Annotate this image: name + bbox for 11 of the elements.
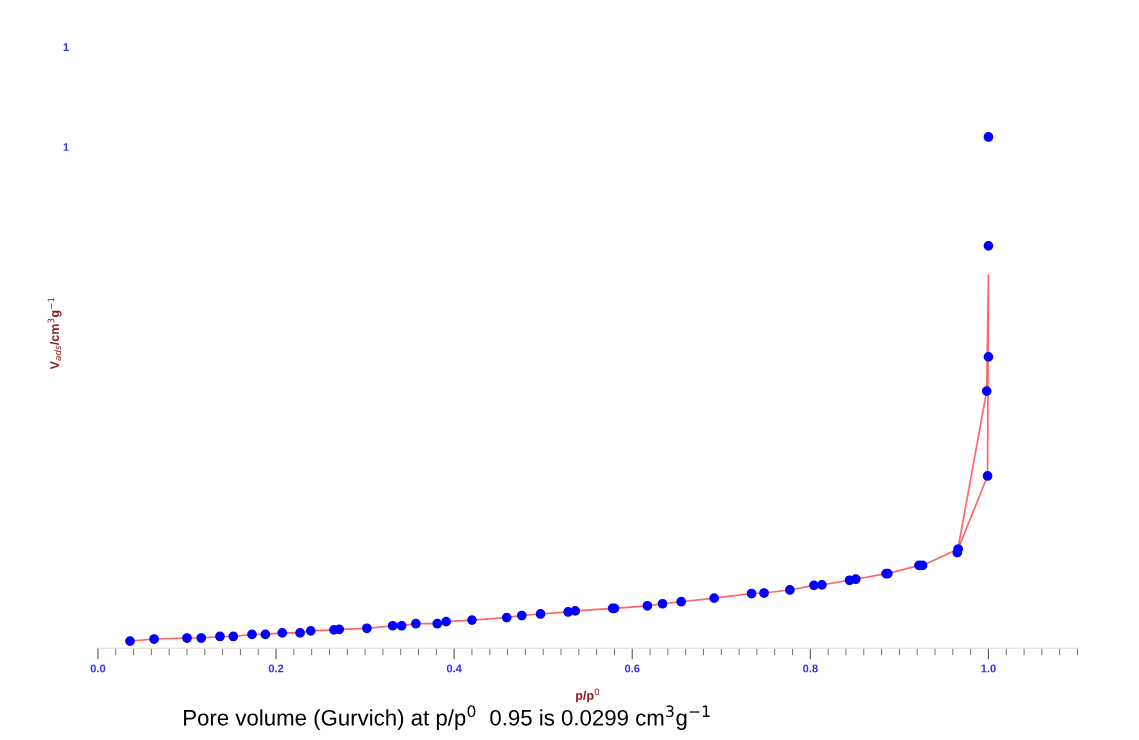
x-tick-label: 0.6 <box>624 664 640 673</box>
x-tick-label: 0.2 <box>268 664 284 673</box>
y-axis-title: V$_{ads}$/cm$^{3}$g$^{−1}$ <box>47 297 62 370</box>
text: Pore volume (Gurvich) at p/p$^{0}$ 0.95 is 0.0299 cm$^{3}$g$^{−1}$ <box>184 705 710 731</box>
x-tick-label: 0.8 <box>803 664 818 673</box>
x-tick-label: 0.4 <box>446 664 462 673</box>
x-tick-label: 0.0 <box>90 664 106 673</box>
x-tick-label: 1.0 <box>981 664 996 673</box>
text: 1 <box>63 43 69 51</box>
x-axis-title: p/p$^{0}$ <box>576 688 600 703</box>
text: 1 <box>63 143 69 151</box>
